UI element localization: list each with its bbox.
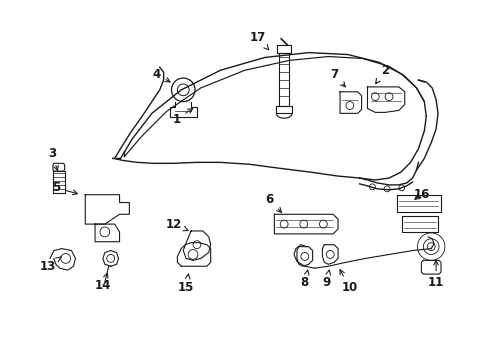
- Text: 17: 17: [249, 31, 268, 50]
- Text: 13: 13: [40, 257, 61, 273]
- Text: 11: 11: [427, 260, 443, 289]
- Text: 14: 14: [95, 273, 111, 292]
- Text: 9: 9: [322, 270, 330, 289]
- Text: 16: 16: [412, 188, 428, 201]
- Text: 10: 10: [339, 270, 357, 294]
- Text: 7: 7: [329, 68, 345, 87]
- Text: 1: 1: [172, 109, 192, 126]
- Text: 8: 8: [300, 270, 308, 289]
- Text: 4: 4: [152, 68, 170, 82]
- Text: 5: 5: [52, 181, 78, 195]
- Text: 15: 15: [178, 274, 194, 294]
- Text: 3: 3: [48, 147, 58, 170]
- Text: 12: 12: [165, 217, 188, 231]
- Text: 2: 2: [375, 64, 388, 84]
- Text: 6: 6: [265, 193, 281, 212]
